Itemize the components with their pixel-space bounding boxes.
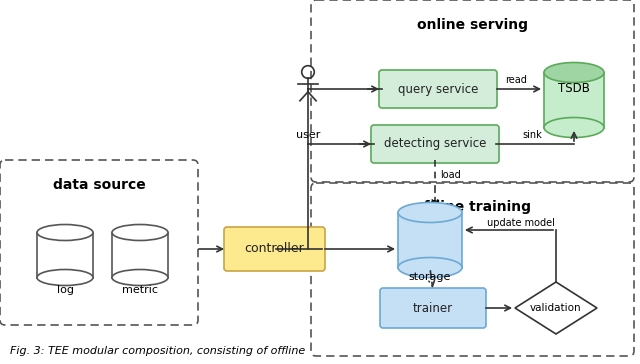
- Text: offline training: offline training: [414, 200, 531, 214]
- Polygon shape: [398, 213, 462, 268]
- Ellipse shape: [112, 269, 168, 285]
- Polygon shape: [515, 282, 597, 334]
- Text: read: read: [505, 75, 527, 85]
- FancyBboxPatch shape: [380, 288, 486, 328]
- Text: Fig. 3: TEE modular composition, consisting of offline: Fig. 3: TEE modular composition, consist…: [10, 346, 305, 356]
- FancyBboxPatch shape: [379, 70, 497, 108]
- Polygon shape: [112, 233, 168, 277]
- Text: data source: data source: [52, 178, 145, 192]
- Ellipse shape: [112, 225, 168, 241]
- Text: sink: sink: [522, 130, 542, 140]
- Ellipse shape: [544, 63, 604, 83]
- Text: load: load: [440, 170, 461, 180]
- FancyBboxPatch shape: [224, 227, 325, 271]
- Text: online serving: online serving: [417, 18, 528, 32]
- Text: controller: controller: [244, 242, 305, 256]
- Text: log: log: [56, 285, 74, 295]
- Text: detecting service: detecting service: [384, 138, 486, 150]
- Text: user: user: [296, 130, 320, 140]
- Ellipse shape: [398, 202, 462, 222]
- Ellipse shape: [37, 225, 93, 241]
- Text: validation: validation: [530, 303, 582, 313]
- Text: storage: storage: [409, 272, 451, 282]
- Text: metric: metric: [122, 285, 158, 295]
- FancyBboxPatch shape: [371, 125, 499, 163]
- Ellipse shape: [398, 257, 462, 277]
- Text: update model: update model: [487, 218, 555, 228]
- Text: trainer: trainer: [413, 301, 453, 314]
- Text: TSDB: TSDB: [558, 82, 590, 95]
- Polygon shape: [544, 72, 604, 127]
- Polygon shape: [37, 233, 93, 277]
- Text: query service: query service: [398, 83, 478, 95]
- Ellipse shape: [37, 269, 93, 285]
- Ellipse shape: [544, 118, 604, 138]
